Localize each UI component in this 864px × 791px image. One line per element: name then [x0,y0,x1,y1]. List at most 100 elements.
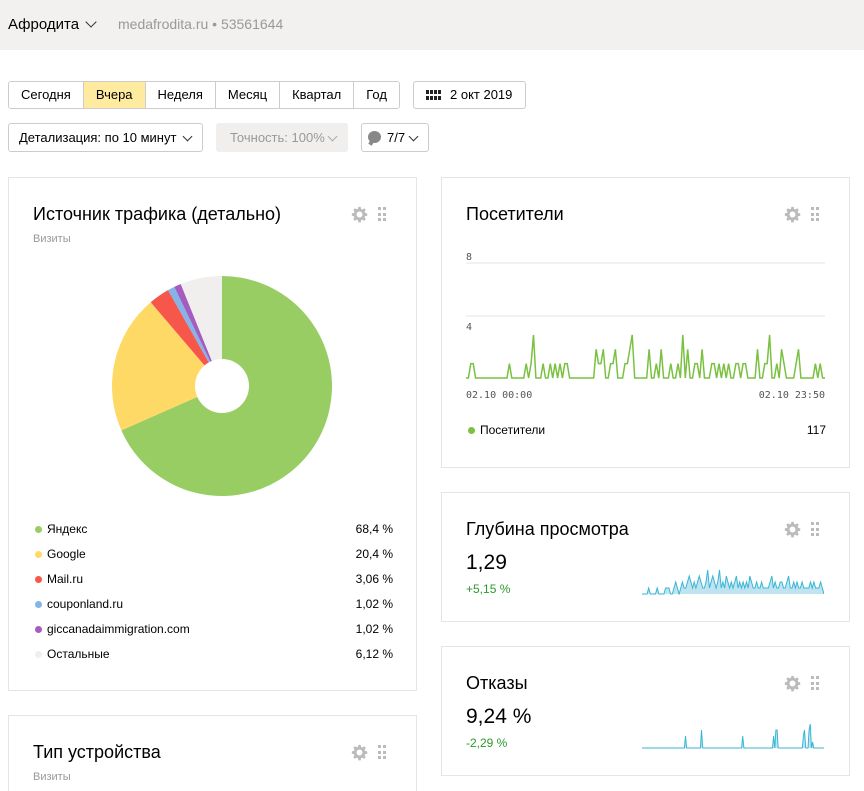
accuracy-label: Точность: 100% [230,130,325,145]
drag-handle-icon[interactable] [811,676,819,691]
widget-title: Тип устройства [33,742,161,762]
device-type-widget: Тип устройства Визиты [8,715,417,791]
period-button[interactable]: Сегодня [9,82,84,108]
legend-label: Mail.ru [47,572,84,586]
period-button[interactable]: Квартал [280,82,355,108]
traffic-source-widget: Источник трафика (детально) Визиты Яндек… [8,177,417,691]
drag-handle-icon[interactable] [378,207,386,222]
visitors-series-line[interactable] [466,334,825,379]
date-picker-button[interactable]: 2 окт 2019 [413,81,526,109]
bounce-sparkline [642,723,824,749]
widget-tools [351,206,386,223]
depth-widget: Глубина просмотра 1,29 +5,15 % [441,492,850,622]
top-bar: Афродита medafrodita.ru • 53561644 [0,0,864,50]
legend-label: Посетители [480,423,546,437]
chevron-down-icon [182,131,193,142]
pie-hole [195,359,249,413]
period-button[interactable]: Месяц [215,82,281,108]
legend-label: Яндекс [47,522,88,536]
pie-slice[interactable] [150,290,222,386]
x-tick-label: 02.10 00:00 [466,390,532,401]
widget-subtitle: Визиты [33,771,71,783]
gear-icon[interactable] [351,206,368,223]
legend-value: 6,12 % [355,647,393,661]
widget-title: Посетители [466,204,564,224]
legend-dot [35,576,42,583]
detail-select[interactable]: Детализация: по 10 минут [8,123,203,152]
chevron-down-icon [327,131,338,142]
metric-value: 1,29 [466,551,507,574]
legend-dot [35,551,42,558]
counter-selector[interactable]: Афродита [8,16,97,33]
comments-label: 7/7 [387,130,406,145]
legend-label: Google [47,547,86,561]
legend-value: 3,06 % [355,572,393,586]
legend-dot [35,601,42,608]
pie-slice[interactable] [112,302,222,431]
period-button[interactable]: Вчера [83,82,146,108]
period-selector: Сегодня Вчера Неделя Месяц Квартал Год [8,81,400,109]
drag-handle-icon[interactable] [378,745,386,760]
widget-subtitle: Визиты [33,233,71,245]
calendar-icon [426,90,441,100]
widget-tools [784,206,819,223]
legend-value: 1,02 % [355,597,393,611]
drag-handle-icon[interactable] [811,522,819,537]
legend-label: Остальные [47,647,110,661]
chevron-down-icon [408,131,419,142]
visitors-legend-item[interactable]: Посетители 117 [466,422,826,438]
accuracy-select[interactable]: Точность: 100% [216,123,348,152]
x-tick-label: 02.10 23:50 [759,390,825,401]
widget-tools [351,744,386,761]
chevron-down-icon [85,16,97,28]
legend-dot [35,626,42,633]
legend-value: 20,4 % [355,547,393,561]
widget-tools [784,521,819,538]
y-tick-label: 8 [466,252,472,263]
counter-site-id: medafrodita.ru • 53561644 [118,16,284,32]
legend-item[interactable]: giccanadaimmigration.com 1,02 % [33,621,393,637]
legend-dot [35,526,42,533]
gear-icon[interactable] [784,206,801,223]
traffic-pie-chart [112,276,333,496]
date-label: 2 окт 2019 [450,87,513,102]
period-button[interactable]: Неделя [145,82,216,108]
drag-handle-icon[interactable] [811,207,819,222]
legend-dot [468,427,475,434]
widget-title: Глубина просмотра [466,519,629,539]
counter-name: Афродита [8,16,80,33]
period-button[interactable]: Год [354,82,399,108]
depth-sparkline [642,569,824,595]
widget-title: Отказы [466,673,528,693]
legend-value: 117 [806,423,826,437]
comments-select[interactable]: 7/7 [361,123,429,152]
pie-slice[interactable] [168,286,222,386]
visitors-widget: Посетители 8 4 02.10 00:00 02.10 23:50 П… [441,177,850,468]
sparkline-area [642,724,824,748]
gear-icon[interactable] [784,521,801,538]
sparkline-line [642,723,824,749]
legend-item[interactable]: couponland.ru 1,02 % [33,596,393,612]
metric-delta: -2,29 % [466,736,508,750]
legend-label: giccanadaimmigration.com [47,622,190,636]
bounce-widget: Отказы 9,24 % -2,29 % [441,646,850,776]
metric-delta: +5,15 % [466,582,511,596]
sparkline-line [642,569,824,595]
legend-value: 1,02 % [355,622,393,636]
legend-label: couponland.ru [47,597,124,611]
comment-bubble-icon [368,131,381,143]
pie-slice[interactable] [180,276,222,386]
legend-item[interactable]: Яндекс 68,4 % [33,521,393,537]
legend-dot [35,651,42,658]
gear-icon[interactable] [784,675,801,692]
detail-label: Детализация: по 10 минут [19,130,177,145]
y-tick-label: 4 [466,322,472,333]
legend-value: 68,4 % [355,522,393,536]
visitors-line-chart: 8 4 02.10 00:00 02.10 23:50 [466,252,825,401]
pie-slice[interactable] [174,284,222,386]
gear-icon[interactable] [351,744,368,761]
legend-item[interactable]: Остальные 6,12 % [33,646,393,662]
legend-item[interactable]: Google 20,4 % [33,546,393,562]
widget-title: Источник трафика (детально) [33,204,282,224]
legend-item[interactable]: Mail.ru 3,06 % [33,571,393,587]
